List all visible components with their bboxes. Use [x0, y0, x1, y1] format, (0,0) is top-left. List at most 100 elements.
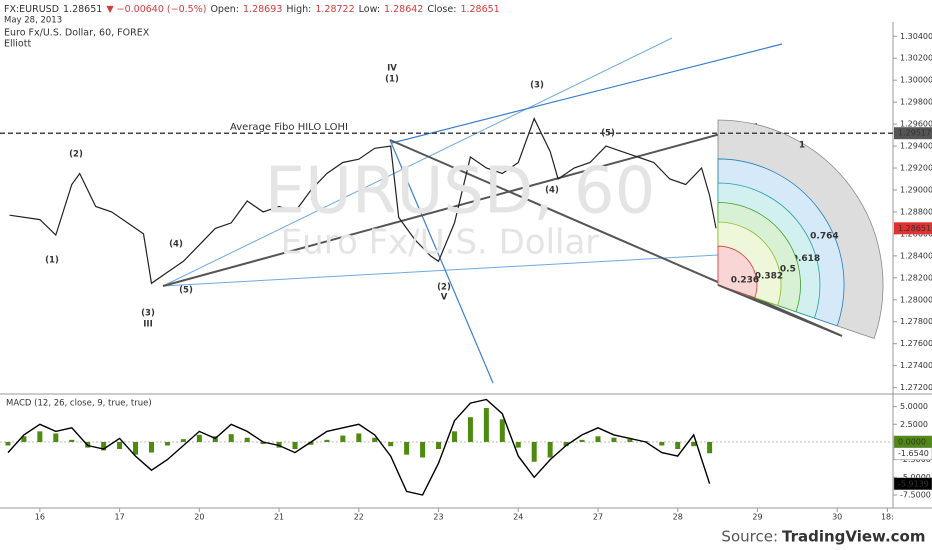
wave-label: (3)	[530, 81, 544, 91]
histogram-bar	[133, 441, 139, 455]
histogram-bar	[483, 408, 489, 442]
histogram-bar	[515, 441, 521, 448]
histogram-bar	[707, 441, 713, 454]
histogram-bar	[324, 439, 330, 442]
y-tick-label: 1.30400	[900, 32, 932, 41]
histogram-bar	[436, 441, 442, 450]
last-value: -1.6540	[898, 449, 929, 458]
y-tick-label: 1.27400	[900, 361, 932, 370]
x-tick-label: 27	[593, 513, 603, 522]
x-tick-label: 29	[752, 513, 762, 522]
histogram-bar	[420, 441, 426, 458]
x-tick-label: 30	[832, 513, 842, 522]
histogram-bar	[499, 419, 505, 442]
last-price-box	[894, 222, 932, 235]
histogram-bar	[308, 441, 314, 445]
y-tick-label: 1.28000	[900, 295, 932, 304]
instrument: Euro Fx/U.S. Dollar, 60, FOREX	[4, 28, 150, 39]
header-segment: 1.28651	[63, 4, 102, 15]
trend-line	[162, 37, 673, 287]
fib-label: 1	[799, 140, 805, 150]
y2-tick-label: -5.0000	[900, 473, 931, 482]
histogram-bar	[659, 441, 665, 446]
histogram-bar	[547, 441, 553, 458]
header-line: FX:EURUSD 1.28651 ▼ −0.00640 (−0.5%) Open: 1…	[4, 4, 500, 15]
x-tick-label: 22	[354, 513, 364, 522]
y-tick-label: 1.27600	[900, 339, 932, 348]
histogram-bar	[467, 417, 473, 442]
y-tick-label: 1.29400	[900, 142, 932, 151]
wave-label: (5)	[179, 286, 193, 296]
x-tick-label: 28	[673, 513, 683, 522]
header-segment: 1.28651	[460, 4, 499, 15]
histogram-bar	[627, 439, 633, 442]
histogram-bar	[180, 439, 186, 442]
wave-label: (1)	[385, 75, 399, 85]
last-value: 0.0000	[898, 437, 926, 446]
trend-line	[391, 43, 783, 144]
y-tick-label: 1.29800	[900, 98, 932, 107]
header-segment: 1.28642	[384, 4, 423, 15]
histogram-bar	[595, 436, 601, 442]
source-site: TradingView.com	[782, 528, 925, 546]
header-segment: FX:EURUSD	[4, 4, 59, 15]
wave-label: (3)	[141, 309, 155, 319]
histogram-bar	[228, 434, 234, 442]
wave-label: IV	[387, 64, 397, 74]
trend-line	[162, 254, 719, 287]
histogram-bar	[196, 434, 202, 442]
histogram-bar	[21, 436, 27, 442]
wave-label: III	[143, 320, 153, 330]
y-tick-label: 1.27800	[900, 317, 932, 326]
price-line	[9, 117, 717, 285]
histogram-bar	[691, 441, 697, 447]
fib-label: 0.5	[780, 265, 796, 275]
x-tick-label: 18:	[881, 513, 894, 522]
fib-label: 0.236	[731, 275, 759, 285]
trend-line	[389, 139, 494, 384]
y-tick-label: 1.27200	[900, 383, 932, 392]
last-value: -5.9139	[898, 479, 929, 488]
wave-label: (2)	[69, 150, 83, 160]
histogram-bar	[148, 441, 154, 453]
histogram-bar	[563, 441, 569, 447]
histogram-bar	[292, 441, 298, 450]
wave-label: (4)	[169, 240, 183, 250]
histogram-bar	[531, 441, 537, 462]
x-tick-label: 17	[115, 513, 125, 522]
y2-tick-label: 2.5000	[900, 420, 928, 429]
macd-line	[7, 398, 711, 496]
histogram-bar	[356, 433, 362, 442]
histogram-bar	[451, 431, 457, 442]
histogram-bar	[164, 441, 170, 446]
histogram-bar	[53, 433, 59, 442]
y-tick-label: 1.30000	[900, 76, 932, 85]
fib-label: 0.618	[792, 254, 820, 264]
y-tick-label: 1.28400	[900, 251, 932, 260]
hline-price-box	[894, 127, 932, 140]
wave-label: (1)	[45, 256, 59, 266]
wave-label: (2)	[437, 283, 451, 293]
histogram-bar	[372, 437, 378, 442]
y-tick-label: 1.29600	[900, 120, 932, 129]
trend-line	[389, 139, 841, 336]
average-fibo-label: Average Fibo HILO LOHI	[230, 122, 348, 133]
histogram-bar	[244, 437, 250, 442]
trend-lines	[9, 37, 841, 384]
date: May 28, 2013	[4, 16, 62, 26]
x-tick-label: 16	[35, 513, 45, 522]
trend-line	[162, 123, 758, 287]
histogram-bar	[5, 441, 11, 446]
histogram-bar	[579, 439, 585, 442]
y-tick-label: 1.30200	[900, 54, 932, 63]
histogram-bar	[260, 441, 266, 445]
fib-label: 0.382	[755, 271, 783, 281]
histogram-bar	[117, 441, 123, 450]
y-tick-label: 1.28200	[900, 273, 932, 282]
study: Elliott	[4, 39, 31, 50]
histogram-bar	[69, 439, 75, 442]
x-tick-label: 20	[194, 513, 204, 522]
y-tick-label: 1.28800	[900, 207, 932, 216]
y-tick-label: 1.29200	[900, 164, 932, 173]
